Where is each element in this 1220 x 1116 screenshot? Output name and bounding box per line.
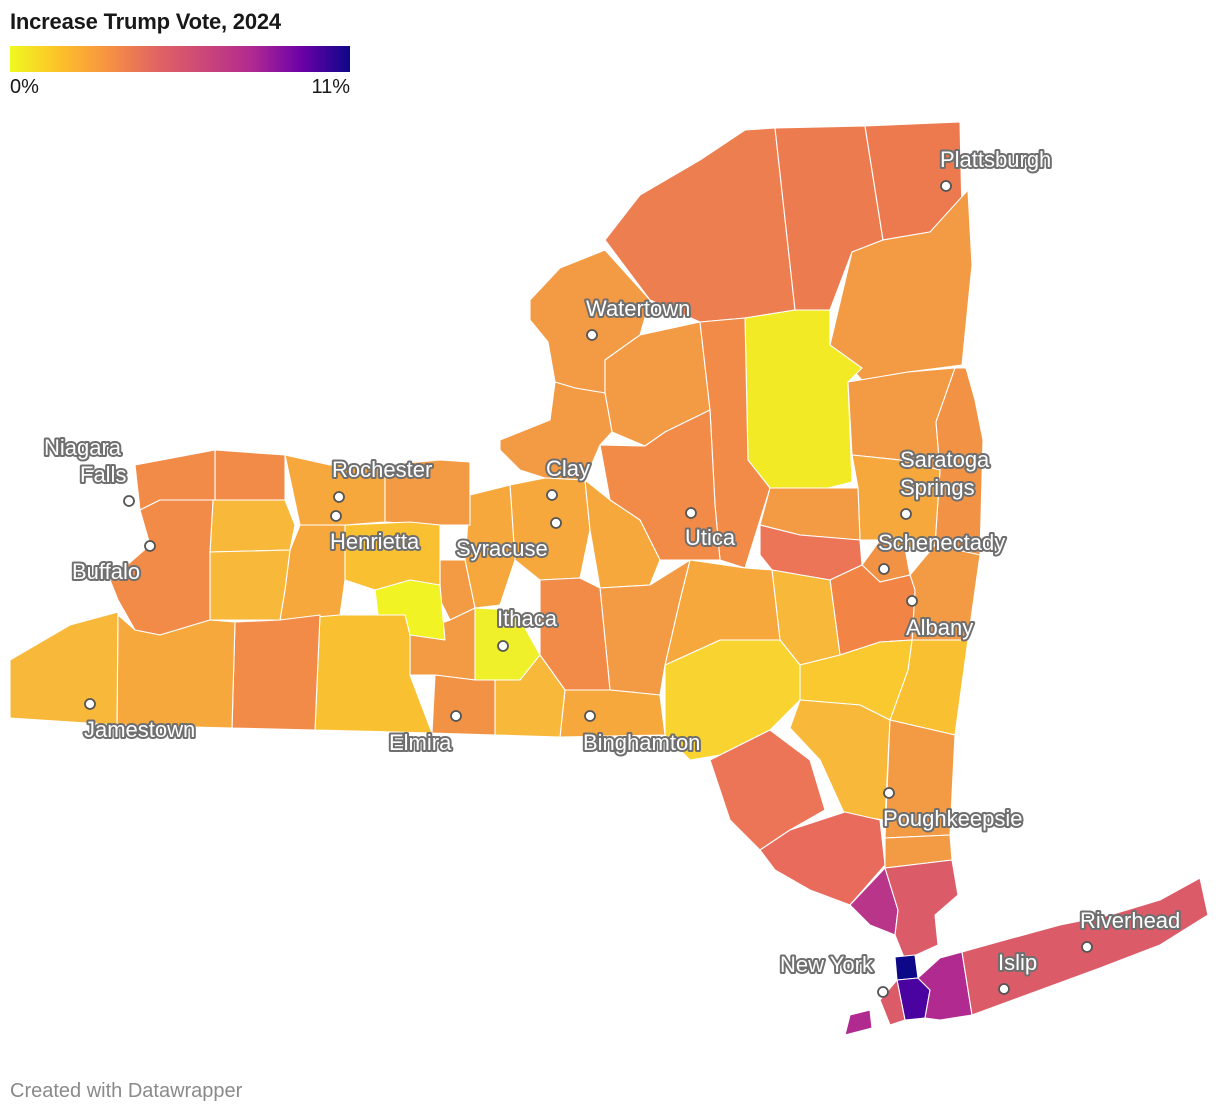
city-dot-utica: [685, 507, 697, 519]
county-nassau[interactable]: [917, 951, 973, 1021]
county-cattaraugus[interactable]: [116, 614, 236, 729]
city-dot-islip: [998, 983, 1010, 995]
county-madison[interactable]: [584, 479, 661, 589]
city-dot-albany: [906, 595, 918, 607]
legend-max-label: 11%: [311, 76, 350, 98]
city-label-syracuse: Syracuse: [456, 536, 548, 561]
county-steuben[interactable]: [314, 614, 433, 734]
city-label-springs: Springs: [900, 475, 975, 500]
city-label-rochester: Rochester: [332, 457, 432, 482]
city-label-schenectady: Schenectady: [878, 530, 1005, 555]
city-label-watertown: Watertown: [586, 296, 690, 321]
map-title: Increase Trump Vote, 2024: [10, 9, 281, 34]
city-label-poughkeepsie: Poughkeepsie: [883, 806, 1022, 831]
city-dot-poughkeepsie: [883, 787, 895, 799]
city-dot-syracuse: [550, 517, 562, 529]
county-bronx[interactable]: [894, 954, 919, 981]
city-label-utica: Utica: [685, 525, 736, 550]
city-dot-new-york: [877, 986, 889, 998]
city-dot-binghamton: [584, 710, 596, 722]
city-dot-plattsburgh: [940, 180, 952, 192]
counties: [9, 121, 1209, 1036]
city-dot-elmira: [450, 710, 462, 722]
city-labels: Plattsburgh Watertown Niagara Falls Roch…: [42, 145, 1182, 979]
county-onondaga[interactable]: [509, 477, 591, 581]
city-dot-ithaca: [497, 640, 509, 652]
county-westchester[interactable]: [884, 859, 959, 961]
county-allegany[interactable]: [231, 614, 321, 731]
city-dot-buffalo: [144, 540, 156, 552]
county-kings[interactable]: [879, 979, 906, 1026]
city-dot-jamestown: [84, 698, 96, 710]
city-dot-rochester: [333, 491, 345, 503]
city-dot-niagara-falls: [123, 495, 135, 507]
city-label-plattsburgh: Plattsburgh: [940, 147, 1051, 172]
city-dot-riverhead: [1081, 941, 1093, 953]
city-label-albany: Albany: [906, 615, 973, 640]
city-label-buffalo: Buffalo: [72, 559, 140, 584]
city-label-falls: Falls: [80, 462, 126, 487]
county-chautauqua[interactable]: [9, 611, 119, 726]
county-wyoming[interactable]: [209, 549, 291, 621]
legend-min-label: 0%: [10, 76, 39, 98]
city-label-islip: Islip: [998, 950, 1037, 975]
county-sullivan[interactable]: [709, 729, 826, 851]
city-dot-saratoga-springs: [900, 508, 912, 520]
city-label-saratoga: Saratoga: [900, 447, 990, 472]
color-scale-legend: [10, 46, 350, 72]
city-label-riverhead: Riverhead: [1080, 908, 1180, 933]
legend-gradient: [10, 46, 350, 72]
attribution-footer[interactable]: Created with Datawrapper: [10, 1080, 243, 1102]
city-label-binghamton: Binghamton: [583, 730, 700, 755]
city-label-ithaca: Ithaca: [497, 606, 558, 631]
county-chemung[interactable]: [431, 674, 496, 736]
city-label-jamestown: Jamestown: [84, 717, 195, 742]
city-label-new-york: New York: [780, 952, 874, 977]
city-dot-schenectady: [878, 563, 890, 575]
county-richmond[interactable]: [844, 1009, 873, 1036]
city-dot-clay: [546, 489, 558, 501]
city-dot-watertown: [586, 329, 598, 341]
city-label-niagara: Niagara: [44, 435, 122, 460]
city-label-henrietta: Henrietta: [330, 529, 420, 554]
county-genesee[interactable]: [209, 499, 296, 553]
city-label-clay: Clay: [546, 456, 590, 481]
county-orleans[interactable]: [214, 449, 286, 501]
city-dot-henrietta: [330, 510, 342, 522]
city-label-elmira: Elmira: [389, 730, 452, 755]
city-markers: [84, 180, 1093, 998]
